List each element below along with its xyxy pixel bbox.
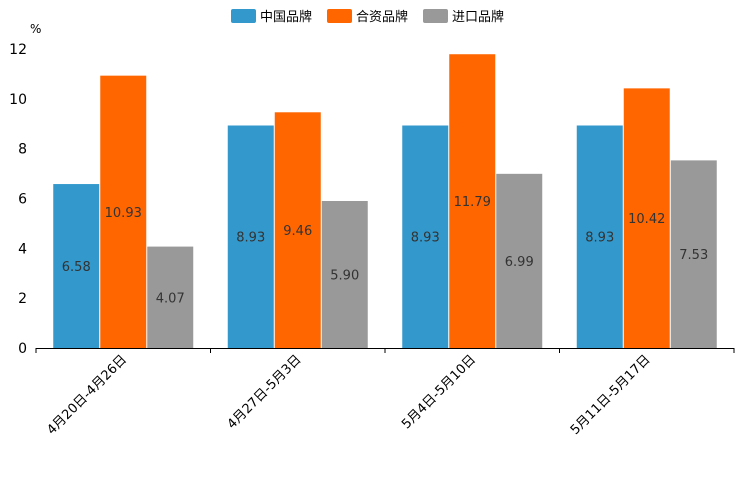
bar[interactable] <box>670 160 717 348</box>
x-category-label: 5月4日-5月10日 <box>399 352 479 432</box>
bar[interactable] <box>100 75 147 349</box>
bar-value-label: 11.79 <box>454 195 491 210</box>
y-tick-label: 12 <box>9 42 27 58</box>
legend-label[interactable]: 合资品牌 <box>356 9 408 25</box>
bar-value-label: 8.93 <box>236 231 265 246</box>
y-tick-label: 2 <box>18 291 27 307</box>
bar[interactable] <box>496 173 543 348</box>
y-tick-label: 0 <box>18 341 27 357</box>
bar-value-label: 10.42 <box>628 212 665 227</box>
bar[interactable] <box>274 112 321 348</box>
y-tick-label: 6 <box>18 192 27 208</box>
bar[interactable] <box>227 125 274 348</box>
y-axis: 0 2 4 6 8 10 12 <box>9 42 27 357</box>
x-category-label: 4月20日-4月26日 <box>44 352 130 438</box>
bar-value-label: 6.58 <box>62 260 91 275</box>
legend-label[interactable]: 进口品牌 <box>452 9 504 25</box>
y-tick-label: 8 <box>18 142 27 158</box>
bar[interactable] <box>321 200 368 348</box>
bar-value-label: 9.46 <box>283 224 312 239</box>
x-category-label: 4月27日-5月3日 <box>225 352 305 432</box>
bar[interactable] <box>53 184 100 348</box>
bar-value-label: 10.93 <box>105 206 142 221</box>
legend-swatch[interactable] <box>423 9 448 23</box>
bar[interactable] <box>623 88 670 348</box>
bar[interactable] <box>147 246 194 348</box>
bar[interactable] <box>402 125 449 348</box>
x-category-label: 5月11日-5月17日 <box>568 352 654 438</box>
bar-value-label: 6.99 <box>505 255 534 270</box>
bars: 6.58 10.93 4.07 8.93 9.46 5.90 8.93 11.79 6.99 8.… <box>53 54 717 349</box>
y-tick-label: 10 <box>9 92 27 108</box>
bar[interactable] <box>576 125 623 348</box>
bar-value-label: 4.07 <box>156 291 185 306</box>
bar-value-label: 7.53 <box>679 248 708 263</box>
legend-swatch[interactable] <box>231 9 256 23</box>
y-tick-label: 4 <box>18 241 27 257</box>
y-axis-unit: % <box>30 22 41 36</box>
x-axis: 4月20日-4月26日 4月27日-5月3日 5月4日-5月10日 5月11日-5月1… <box>35 348 735 438</box>
bar-value-label: 8.93 <box>411 231 440 246</box>
legend-swatch[interactable] <box>327 9 352 23</box>
bar-value-label: 8.93 <box>585 231 614 246</box>
legend: 中国品牌 合资品牌 进口品牌 <box>231 9 504 25</box>
bar-value-label: 5.90 <box>330 268 359 283</box>
legend-label[interactable]: 中国品牌 <box>260 9 312 25</box>
bar[interactable] <box>449 54 496 349</box>
